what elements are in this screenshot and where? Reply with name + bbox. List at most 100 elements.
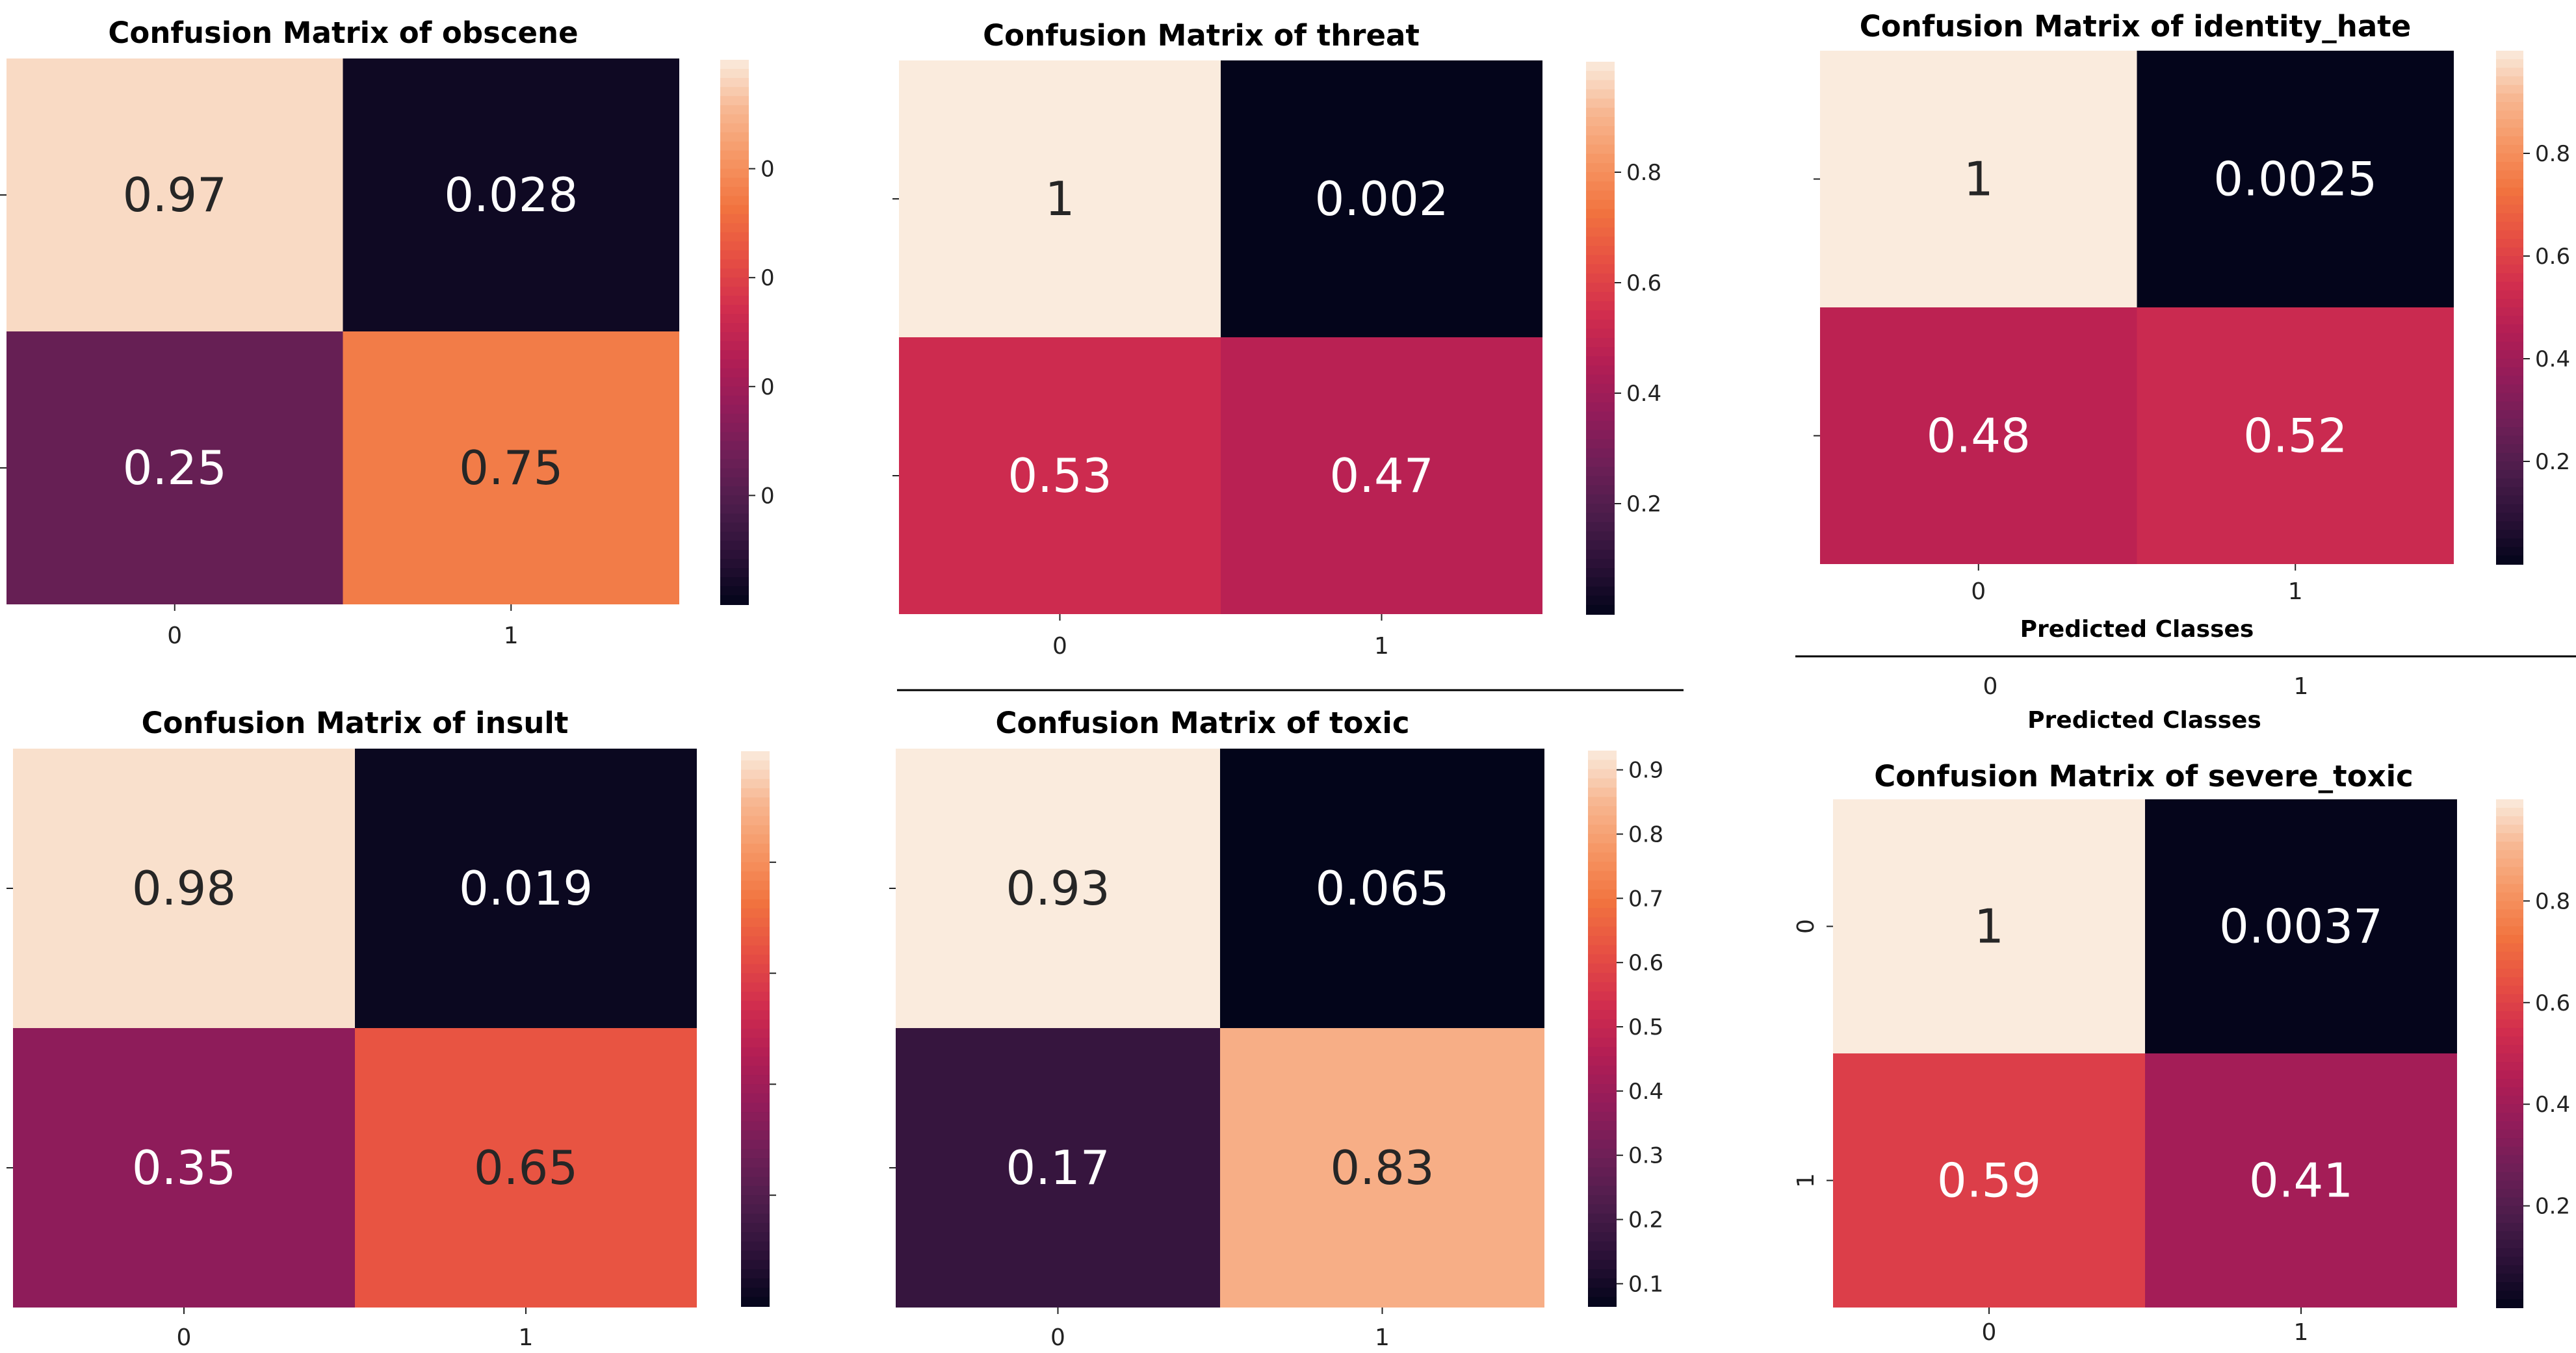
cell-value-label: 0.065 xyxy=(1315,861,1449,916)
colorbar-slice xyxy=(720,177,749,188)
colorbar-slice xyxy=(720,495,749,506)
colorbar-slice xyxy=(1588,1074,1617,1085)
colorbar-slice xyxy=(2496,136,2523,146)
heatmap-cell xyxy=(899,60,1221,337)
colorbar-slice xyxy=(1586,540,1615,550)
colorbar-slice xyxy=(741,1056,770,1066)
colorbar-slice xyxy=(1588,1121,1617,1131)
colorbar-tick-label: 0.3 xyxy=(1628,1143,1663,1169)
heatmap-panel: Confusion Matrix of threat 1 0.002 0.53 0.47… xyxy=(892,18,1661,660)
colorbar-tick-label: 0.6 xyxy=(2535,990,2570,1016)
colorbar-slice xyxy=(741,844,770,854)
colorbar-slice xyxy=(720,332,749,342)
colorbar-slice xyxy=(1586,117,1615,127)
colorbar-slice xyxy=(2496,273,2523,283)
colorbar-slice xyxy=(2496,926,2523,936)
colorbar-slice xyxy=(1586,476,1615,486)
colorbar-slice xyxy=(2496,205,2523,214)
colorbar-slice xyxy=(1588,797,1617,807)
x-axis-label: Predicted Classes xyxy=(2020,616,2254,643)
cell-value-label: 0.35 xyxy=(132,1140,236,1195)
colorbar-slice xyxy=(720,250,749,261)
colorbar-slice xyxy=(1586,448,1615,459)
colorbar-slice xyxy=(2496,478,2523,488)
colorbar-slice xyxy=(720,459,749,469)
colorbar-slice xyxy=(2496,1027,2523,1037)
colorbar-slice xyxy=(741,1112,770,1122)
colorbar-slice xyxy=(2496,144,2523,154)
chart-title: Confusion Matrix of identity_hate xyxy=(1860,9,2411,44)
cell-value-label: 0.98 xyxy=(132,861,236,916)
colorbar-slice xyxy=(1588,973,1617,983)
heatmap-cell xyxy=(1220,749,1544,1028)
colorbar-slice xyxy=(720,486,749,496)
heatmap-panel: Confusion Matrix of toxic 0.93 0.065 0.17 0.… xyxy=(889,706,1663,1351)
colorbar-slice xyxy=(741,1204,770,1215)
colorbar-slice xyxy=(741,1167,770,1178)
colorbar-slice xyxy=(741,769,770,780)
colorbar-slice xyxy=(2496,1273,2523,1283)
colorbar-slice xyxy=(2496,1002,2523,1012)
cell-value-label: 1 xyxy=(1964,152,1994,207)
x-tick-label: 0 xyxy=(1971,578,1986,605)
colorbar-slice xyxy=(1588,778,1617,788)
colorbar-slice xyxy=(1586,467,1615,477)
colorbar-slice xyxy=(1586,439,1615,449)
colorbar-slice xyxy=(2496,977,2523,986)
colorbar-slice xyxy=(2496,538,2523,548)
colorbar-slice xyxy=(2496,68,2523,77)
colorbar-slice xyxy=(2496,222,2523,231)
colorbar-slice xyxy=(2496,350,2523,359)
colorbar-slice xyxy=(1586,338,1615,348)
colorbar-slice xyxy=(2496,1019,2523,1029)
cell-value-label: 1 xyxy=(1045,172,1075,226)
colorbar-slice xyxy=(1586,522,1615,532)
colorbar-slice xyxy=(2496,333,2523,342)
colorbar-slice xyxy=(720,287,749,297)
chart-title: Confusion Matrix of severe_toxic xyxy=(1874,759,2413,793)
colorbar-slice xyxy=(720,386,749,396)
cell-value-label: 0.65 xyxy=(474,1140,578,1195)
colorbar-slice xyxy=(741,871,770,882)
colorbar-slice xyxy=(1586,559,1615,569)
colorbar-slice xyxy=(2496,444,2523,454)
colorbar-slice xyxy=(1586,273,1615,283)
colorbar-slice xyxy=(2496,452,2523,462)
colorbar-slice xyxy=(1588,1241,1617,1252)
colorbar-tick-label: 0.2 xyxy=(1626,491,1661,517)
colorbar-slice xyxy=(720,359,749,369)
colorbar-slice xyxy=(1586,172,1615,183)
x-tick-label: 0 xyxy=(1052,633,1067,660)
colorbar-slice xyxy=(1586,98,1615,109)
colorbar-slice xyxy=(2496,513,2523,522)
colorbar-slice xyxy=(720,404,749,415)
colorbar-slice xyxy=(2496,1146,2523,1156)
colorbar-slice xyxy=(720,468,749,478)
colorbar-slice xyxy=(1586,181,1615,192)
colorbar-slice xyxy=(2496,230,2523,240)
overlap-fragment-tick: 1 xyxy=(2294,673,2309,700)
colorbar-slice xyxy=(1586,504,1615,514)
colorbar-slice xyxy=(2496,110,2523,120)
colorbar-slice xyxy=(720,150,749,161)
heatmap-cell xyxy=(1221,337,1542,614)
heatmap-cell xyxy=(1820,51,2137,307)
colorbar-slice xyxy=(741,973,770,983)
colorbar-slice xyxy=(741,908,770,919)
colorbar-slice xyxy=(2496,376,2523,385)
heatmap-cell xyxy=(2137,307,2454,564)
colorbar-slice xyxy=(720,168,749,179)
colorbar-slice xyxy=(1588,1056,1617,1066)
colorbar-slice xyxy=(1586,513,1615,523)
colorbar-slice xyxy=(1586,255,1615,265)
colorbar-slice xyxy=(1586,531,1615,541)
colorbar-slice xyxy=(2496,842,2523,851)
colorbar-slice xyxy=(741,1029,770,1039)
colorbar-slice xyxy=(2496,1265,2523,1274)
cell-value-label: 0.17 xyxy=(1006,1140,1110,1195)
colorbar-slice xyxy=(1586,190,1615,201)
colorbar-slice xyxy=(741,751,770,762)
colorbar-slice xyxy=(720,559,749,569)
colorbar-tick-label: 0.2 xyxy=(1628,1207,1663,1233)
